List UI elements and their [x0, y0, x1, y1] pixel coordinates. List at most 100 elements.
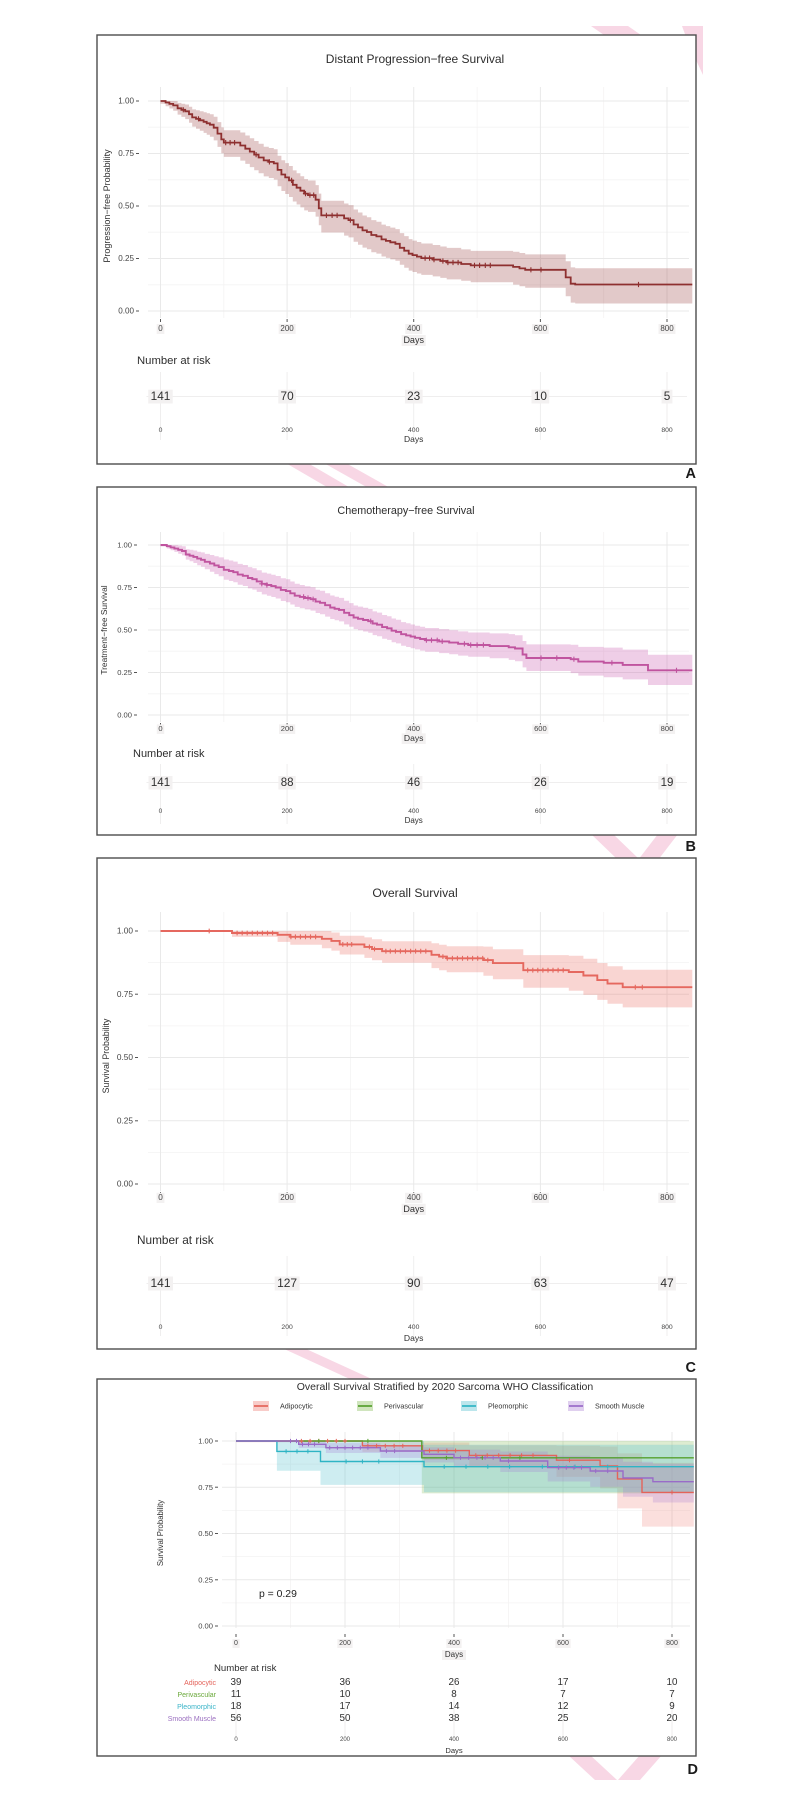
svg-text:p = 0.29: p = 0.29 — [259, 1589, 297, 1600]
svg-text:1.00: 1.00 — [117, 541, 132, 550]
svg-text:600: 600 — [535, 427, 547, 434]
svg-text:0.50: 0.50 — [117, 1052, 134, 1062]
svg-text:141: 141 — [151, 389, 171, 403]
svg-text:10: 10 — [534, 389, 548, 403]
svg-text:0: 0 — [234, 1640, 238, 1647]
svg-text:11: 11 — [231, 1689, 241, 1700]
svg-text:Survival Probability: Survival Probability — [156, 1500, 165, 1566]
svg-text:Treatment−free Survival: Treatment−free Survival — [99, 585, 109, 674]
svg-text:70: 70 — [281, 389, 295, 403]
svg-text:56: 56 — [231, 1713, 242, 1724]
svg-text:0: 0 — [159, 1324, 163, 1331]
svg-text:600: 600 — [534, 724, 547, 733]
svg-text:19: 19 — [661, 777, 674, 789]
svg-text:0.50: 0.50 — [117, 626, 132, 635]
svg-text:400: 400 — [449, 1737, 460, 1743]
svg-text:800: 800 — [661, 808, 672, 815]
svg-text:1.00: 1.00 — [198, 1437, 213, 1446]
svg-text:600: 600 — [558, 1737, 569, 1743]
svg-text:Days: Days — [404, 1333, 424, 1343]
svg-text:0.00: 0.00 — [117, 711, 132, 720]
svg-text:Survival Probability: Survival Probability — [101, 1018, 111, 1093]
svg-text:Chemotherapy−free Survival: Chemotherapy−free Survival — [337, 505, 474, 517]
svg-text:200: 200 — [340, 1737, 351, 1743]
svg-text:0: 0 — [159, 427, 163, 434]
svg-text:47: 47 — [660, 1276, 674, 1290]
svg-text:0.00: 0.00 — [118, 307, 134, 316]
svg-text:0: 0 — [234, 1737, 238, 1743]
svg-text:Days: Days — [404, 434, 423, 444]
svg-text:400: 400 — [407, 1193, 421, 1202]
svg-text:600: 600 — [535, 808, 546, 815]
svg-text:B: B — [686, 839, 696, 855]
svg-text:0: 0 — [158, 324, 163, 333]
svg-text:D: D — [688, 1762, 698, 1778]
svg-text:63: 63 — [534, 1276, 548, 1290]
svg-text:200: 200 — [280, 1193, 294, 1202]
svg-text:36: 36 — [340, 1677, 351, 1688]
svg-text:20: 20 — [667, 1713, 678, 1724]
svg-text:1.00: 1.00 — [118, 97, 134, 106]
svg-text:Pleomorphic: Pleomorphic — [488, 1402, 528, 1411]
svg-text:0.25: 0.25 — [198, 1575, 213, 1584]
svg-text:Perivascular: Perivascular — [177, 1692, 216, 1699]
svg-text:0.25: 0.25 — [117, 668, 132, 677]
svg-text:Overall Survival Stratified by: Overall Survival Stratified by 2020 Sarc… — [297, 1381, 594, 1393]
svg-text:400: 400 — [408, 427, 420, 434]
svg-text:Smooth Muscle: Smooth Muscle — [168, 1716, 216, 1723]
svg-text:A: A — [686, 466, 697, 482]
svg-text:50: 50 — [340, 1713, 351, 1724]
svg-text:12: 12 — [558, 1701, 569, 1712]
svg-text:0.75: 0.75 — [198, 1483, 213, 1492]
svg-text:8: 8 — [451, 1689, 457, 1700]
svg-text:0.75: 0.75 — [117, 989, 134, 999]
svg-text:5: 5 — [664, 389, 671, 403]
svg-text:0: 0 — [158, 724, 162, 733]
svg-text:0.75: 0.75 — [117, 583, 132, 592]
svg-text:Days: Days — [403, 1204, 424, 1214]
svg-text:Adipocytic: Adipocytic — [280, 1402, 313, 1411]
svg-text:0: 0 — [159, 808, 163, 815]
svg-text:0.50: 0.50 — [118, 202, 134, 211]
svg-text:7: 7 — [669, 1689, 674, 1700]
svg-text:600: 600 — [534, 1193, 548, 1202]
svg-text:Overall Survival: Overall Survival — [372, 886, 457, 900]
svg-text:127: 127 — [277, 1276, 297, 1290]
svg-text:9: 9 — [669, 1701, 674, 1712]
svg-text:800: 800 — [666, 1640, 678, 1647]
svg-text:200: 200 — [280, 324, 294, 333]
svg-text:17: 17 — [558, 1677, 569, 1688]
svg-text:800: 800 — [661, 724, 674, 733]
svg-text:1.00: 1.00 — [117, 926, 134, 936]
svg-text:39: 39 — [231, 1677, 242, 1688]
svg-text:88: 88 — [281, 777, 294, 789]
svg-text:10: 10 — [340, 1689, 351, 1700]
svg-text:Smooth Muscle: Smooth Muscle — [595, 1402, 645, 1411]
svg-text:400: 400 — [448, 1640, 460, 1647]
svg-text:14: 14 — [449, 1701, 460, 1712]
svg-text:0.25: 0.25 — [117, 1115, 134, 1125]
svg-text:141: 141 — [151, 777, 170, 789]
svg-text:800: 800 — [661, 1324, 673, 1331]
svg-text:Days: Days — [445, 1746, 463, 1755]
svg-text:0.00: 0.00 — [198, 1622, 213, 1631]
svg-text:Adipocytic: Adipocytic — [184, 1680, 216, 1687]
svg-text:Perivascular: Perivascular — [384, 1402, 424, 1411]
svg-text:Distant Progression−free Survi: Distant Progression−free Survival — [326, 52, 504, 66]
svg-text:17: 17 — [340, 1701, 351, 1712]
svg-text:600: 600 — [557, 1640, 569, 1647]
svg-text:Progression−free Probability: Progression−free Probability — [102, 149, 112, 263]
svg-text:Days: Days — [404, 733, 424, 743]
svg-text:200: 200 — [282, 808, 293, 815]
svg-text:Number at risk: Number at risk — [214, 1663, 277, 1674]
svg-text:400: 400 — [407, 724, 420, 733]
svg-text:0.00: 0.00 — [117, 1179, 134, 1189]
svg-text:0: 0 — [158, 1193, 163, 1202]
svg-text:90: 90 — [407, 1276, 421, 1290]
svg-text:400: 400 — [408, 1324, 420, 1331]
svg-text:0.75: 0.75 — [118, 149, 134, 158]
svg-text:800: 800 — [660, 1193, 674, 1202]
svg-text:Days: Days — [403, 335, 424, 345]
svg-text:0.25: 0.25 — [118, 254, 134, 263]
svg-text:26: 26 — [534, 777, 547, 789]
